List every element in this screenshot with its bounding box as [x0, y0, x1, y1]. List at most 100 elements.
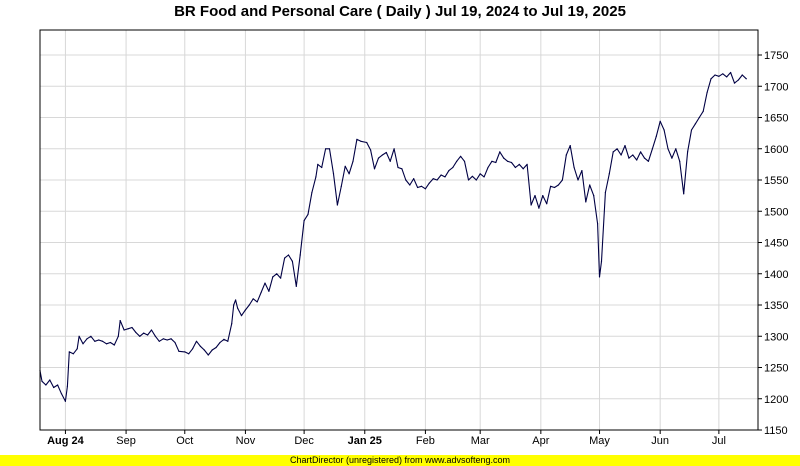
footer-bar: ChartDirector (unregistered) from www.ad… [0, 455, 800, 466]
data-point [248, 304, 250, 306]
data-point [444, 176, 446, 178]
data-point [710, 78, 712, 80]
data-point [86, 338, 88, 340]
data-point [694, 123, 697, 125]
data-point [123, 329, 125, 331]
data-point [76, 348, 78, 350]
data-point [325, 148, 327, 150]
plot-border [39, 29, 759, 431]
x-tick-label: Feb [416, 435, 435, 447]
data-point [64, 400, 66, 402]
data-point [679, 160, 681, 162]
data-point [150, 329, 153, 331]
y-tick-label: 1250 [764, 363, 788, 375]
data-point [291, 260, 293, 262]
data-point [510, 161, 513, 164]
data-point [546, 203, 548, 205]
data-point [741, 74, 743, 76]
data-point [207, 354, 209, 356]
data-point [655, 135, 657, 137]
data-point [690, 129, 693, 131]
data-point [428, 182, 430, 184]
data-point [514, 166, 517, 169]
data-point [336, 204, 338, 206]
data-point [328, 148, 331, 150]
data-point [360, 140, 362, 142]
data-point [401, 168, 403, 170]
data-point [188, 353, 190, 355]
y-tick-label: 1200 [764, 394, 788, 406]
data-point [237, 307, 239, 309]
data-point [139, 335, 141, 337]
data-point [687, 151, 689, 153]
data-point [303, 220, 305, 222]
chart-title: BR Food and Personal Care ( Daily ) Jul … [174, 3, 626, 20]
x-tick-label: Apr [532, 435, 549, 447]
data-point [663, 129, 665, 131]
data-point [102, 340, 104, 342]
data-point [174, 341, 176, 344]
data-point [147, 334, 149, 336]
data-point [307, 213, 309, 215]
data-point [737, 79, 740, 81]
x-tick-label: Jul [712, 435, 726, 447]
data-point [272, 276, 274, 278]
data-point [522, 168, 524, 170]
data-point [550, 185, 552, 187]
data-point [98, 339, 100, 341]
y-tick-label: 1550 [764, 175, 788, 187]
line-layer [39, 71, 747, 402]
y-tick-label: 1150 [764, 425, 788, 437]
data-point [94, 340, 96, 342]
data-point [632, 154, 634, 156]
data-point [373, 168, 376, 170]
data-point [276, 273, 278, 275]
data-point [565, 154, 567, 156]
data-point [315, 176, 317, 178]
data-point [675, 148, 677, 150]
data-point [66, 385, 68, 387]
y-tick-label: 1400 [764, 269, 788, 281]
data-point [597, 223, 599, 225]
data-point [299, 254, 301, 256]
data-point [487, 166, 489, 169]
data-point [311, 191, 313, 194]
data-point [131, 326, 133, 329]
data-point [143, 332, 145, 334]
x-tick-label: May [589, 435, 610, 447]
data-point [268, 290, 270, 292]
data-point [60, 393, 63, 395]
data-point [53, 386, 55, 389]
data-point [284, 257, 286, 259]
data-point [557, 184, 560, 186]
data-point [471, 175, 473, 177]
data-point [714, 74, 716, 76]
data-point [534, 195, 536, 197]
data-point [405, 179, 407, 181]
data-point [647, 160, 650, 162]
data-point [530, 204, 532, 206]
y-tick-label: 1350 [764, 300, 788, 312]
data-point [538, 207, 540, 209]
data-point [203, 349, 205, 351]
data-point [184, 351, 186, 353]
data-point [628, 157, 630, 159]
data-point [683, 193, 685, 195]
data-point [733, 82, 736, 84]
data-point [321, 166, 323, 169]
data-point [671, 157, 673, 159]
data-point [702, 110, 704, 112]
data-point [726, 76, 728, 78]
data-point [526, 163, 528, 165]
data-point [393, 148, 395, 150]
data-point [295, 285, 297, 287]
data-point [252, 298, 254, 300]
data-point [127, 328, 129, 330]
data-point [452, 166, 454, 169]
data-point [718, 75, 720, 77]
data-point [503, 157, 505, 159]
data-point [616, 148, 618, 150]
data-point [651, 148, 654, 150]
data-point [608, 173, 610, 175]
data-point [593, 195, 595, 197]
